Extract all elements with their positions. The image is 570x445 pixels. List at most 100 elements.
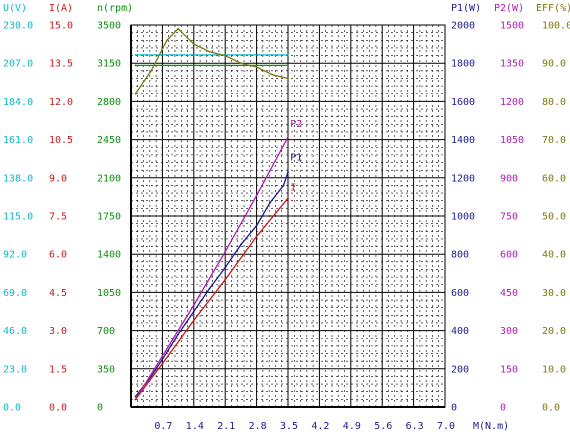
tick-label-U: 230.0 (3, 21, 33, 32)
data-point-U (134, 53, 137, 56)
tick-label-EFF: 80.0 (542, 97, 566, 108)
tick-label-n: 3150 (97, 59, 121, 70)
tick-label-EFF: 60.0 (542, 173, 566, 184)
tick-label-I: 9.0 (49, 173, 67, 184)
curve-label-P1: P1 (290, 153, 302, 164)
tick-label-EFF: 0.0 (542, 403, 560, 414)
tick-label-U: 46.0 (3, 326, 27, 337)
data-point-I (134, 398, 137, 401)
data-point-P1 (269, 201, 271, 204)
tick-label-n: 2450 (97, 135, 121, 146)
x-tick-label: 2.8 (249, 421, 267, 432)
x-tick-label: 4.9 (343, 421, 361, 432)
curve-label-I: I (290, 183, 296, 194)
chart-labels: P2 P1 I (290, 119, 302, 194)
data-point-EFF (271, 73, 274, 76)
tick-label-P1: 0 (451, 403, 457, 414)
tick-label-P2: 0 (500, 403, 506, 414)
tick-label-P1: 600 (451, 288, 469, 299)
axis-title-P1: P1(W) (451, 3, 481, 14)
data-point-I (287, 197, 289, 200)
tick-label-U: 0.0 (3, 403, 21, 414)
tick-label-U: 138.0 (3, 173, 33, 184)
tick-label-P2: 600 (500, 250, 518, 261)
chart-series (134, 27, 289, 401)
chart-axes: U(V) 0.0 23.0 46.0 69.0 92.0 115.0 138.0 161.0 18… (3, 3, 570, 432)
tick-label-I: 10.5 (49, 135, 73, 146)
tick-label-I: 1.5 (49, 364, 67, 375)
data-point-EFF (240, 62, 242, 65)
axis-title-n: n(rpm) (97, 3, 133, 14)
data-point-P2 (287, 136, 289, 138)
tick-label-EFF: 10.0 (542, 364, 566, 375)
x-tick-label: 4.2 (311, 421, 329, 432)
tick-label-P2: 750 (500, 212, 518, 223)
chart-grid (130, 24, 446, 408)
tick-label-EFF: 90.0 (542, 59, 566, 70)
tick-label-EFF: 40.0 (542, 250, 566, 261)
tick-label-I: 13.5 (49, 59, 73, 70)
data-point-P1 (192, 310, 195, 313)
data-point-I (255, 235, 258, 238)
tick-label-n: 2100 (97, 173, 121, 184)
tick-label-n: 700 (97, 326, 115, 337)
tick-label-U: 207.0 (3, 59, 33, 70)
data-point-n (287, 64, 289, 67)
tick-label-U: 23.0 (3, 364, 27, 375)
tick-label-EFF: 50.0 (542, 212, 566, 223)
tick-label-P1: 800 (451, 250, 469, 261)
x-axis-title: M(N.m) (473, 421, 509, 432)
data-point-I (192, 319, 195, 322)
data-point-I (224, 278, 227, 281)
tick-label-n: 1750 (97, 212, 121, 223)
tick-label-I: 7.5 (49, 212, 67, 223)
data-point-P1 (134, 395, 137, 398)
data-point-P1 (208, 287, 211, 290)
x-tick-label: 2.1 (217, 421, 235, 432)
tick-label-U: 161.0 (3, 135, 33, 146)
data-point-P2 (255, 194, 258, 197)
tick-label-U: 69.0 (3, 288, 27, 299)
data-point-EFF (192, 43, 195, 45)
tick-label-I: 12.0 (49, 97, 73, 108)
data-point-P2 (224, 250, 227, 253)
tick-label-P1: 1000 (451, 212, 475, 223)
data-point-EFF (255, 66, 258, 68)
tick-label-P2: 1350 (500, 59, 524, 70)
axis-title-U: U(V) (3, 3, 27, 14)
x-tick-label: 3.5 (280, 421, 298, 432)
data-point-EFF (165, 39, 168, 42)
tick-label-U: 115.0 (3, 212, 33, 223)
tick-label-n: 350 (97, 364, 115, 375)
tick-label-I: 4.5 (49, 288, 67, 299)
data-point-I (161, 362, 164, 365)
tick-label-I: 3.0 (49, 326, 67, 337)
data-point-P1 (255, 224, 258, 227)
x-tick-label: 1.4 (186, 421, 204, 432)
tick-label-P1: 1200 (451, 173, 475, 184)
data-point-P2 (161, 355, 164, 357)
data-point-EFF (134, 92, 137, 95)
data-point-EFF (177, 27, 180, 30)
tick-label-P1: 400 (451, 326, 469, 337)
data-point-EFF (208, 50, 211, 53)
tick-label-P1: 200 (451, 364, 469, 375)
series-line-P1 (134, 171, 289, 397)
data-point-n (134, 64, 137, 67)
tick-label-EFF: 100.0 (542, 21, 570, 32)
tick-label-I: 15.0 (49, 21, 73, 32)
tick-label-n: 3500 (97, 21, 121, 32)
x-tick-label: 7.0 (437, 421, 455, 432)
tick-label-EFF: 30.0 (542, 288, 566, 299)
axis-title-EFF: EFF(%) (536, 3, 570, 14)
data-point-EFF (287, 77, 289, 80)
x-tick-label: 6.3 (406, 421, 424, 432)
tick-label-EFF: 70.0 (542, 135, 566, 146)
tick-label-P2: 450 (500, 288, 518, 299)
tick-label-P2: 900 (500, 173, 518, 184)
tick-label-n: 2800 (97, 97, 121, 108)
tick-label-P2: 1200 (500, 97, 524, 108)
tick-label-n: 1050 (97, 288, 121, 299)
tick-label-n: 1400 (97, 250, 121, 261)
data-point-EFF (224, 54, 227, 57)
